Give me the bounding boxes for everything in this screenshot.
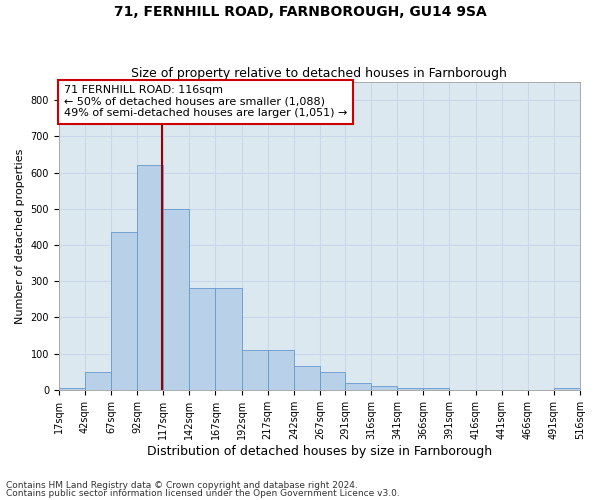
Bar [320,372,345,390]
Bar [424,388,449,390]
Bar [163,209,190,390]
Bar [268,350,294,390]
Bar [111,232,137,390]
Text: Contains public sector information licensed under the Open Government Licence v3: Contains public sector information licen… [6,488,400,498]
Bar [85,372,111,390]
Bar [215,288,242,390]
Bar [137,166,163,390]
Bar [294,366,320,390]
Bar [190,288,215,390]
Bar [397,388,424,390]
Bar [242,350,268,390]
Bar [59,388,85,390]
Text: 71, FERNHILL ROAD, FARNBOROUGH, GU14 9SA: 71, FERNHILL ROAD, FARNBOROUGH, GU14 9SA [113,5,487,19]
Bar [554,388,580,390]
Bar [371,386,397,390]
Bar [345,382,371,390]
Text: 71 FERNHILL ROAD: 116sqm
← 50% of detached houses are smaller (1,088)
49% of sem: 71 FERNHILL ROAD: 116sqm ← 50% of detach… [64,85,347,118]
Y-axis label: Number of detached properties: Number of detached properties [15,148,25,324]
X-axis label: Distribution of detached houses by size in Farnborough: Distribution of detached houses by size … [147,444,492,458]
Title: Size of property relative to detached houses in Farnborough: Size of property relative to detached ho… [131,66,508,80]
Text: Contains HM Land Registry data © Crown copyright and database right 2024.: Contains HM Land Registry data © Crown c… [6,481,358,490]
